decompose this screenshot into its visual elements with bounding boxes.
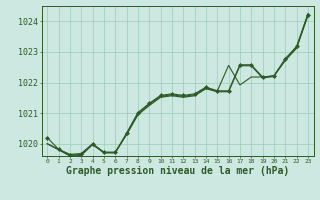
X-axis label: Graphe pression niveau de la mer (hPa): Graphe pression niveau de la mer (hPa): [66, 166, 289, 176]
